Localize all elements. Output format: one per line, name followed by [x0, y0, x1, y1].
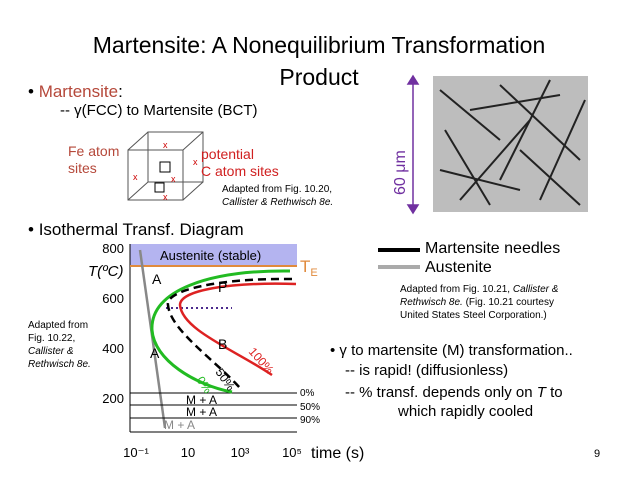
- text: Callister &: [28, 346, 74, 357]
- sub-bullet: -- % transf. depends only on T to: [345, 384, 563, 401]
- text: sites: [68, 160, 97, 176]
- y-tick-label: 800: [102, 241, 124, 256]
- legend-label: Austenite: [425, 259, 492, 276]
- text: Isothermal Transf. Diagram: [38, 220, 244, 239]
- x-label: time (s): [311, 445, 364, 462]
- region-label: A: [150, 345, 160, 361]
- text: Rethwisch 8e.: [400, 297, 463, 308]
- punct: :: [118, 82, 123, 101]
- text: Adapted from Fig. 10.21,: [400, 284, 511, 295]
- text: potential: [201, 146, 254, 162]
- bullet: • Isothermal Transf. Diagram: [28, 220, 244, 239]
- text: Fig. 10.22,: [28, 333, 76, 344]
- text: Adapted from Fig. 10.20,: [222, 184, 333, 195]
- phase-label: M + A: [164, 418, 195, 432]
- text: T: [536, 384, 546, 401]
- y-label: T(ºC): [88, 263, 123, 280]
- text: Rethwisch 8e.: [28, 359, 91, 370]
- credit: Adapted from Fig. 10.22, Callister & Rethwi…: [28, 319, 91, 371]
- text: C atom sites: [201, 163, 279, 179]
- legend-label: Martensite needles: [425, 240, 561, 257]
- scale-bar: [406, 74, 420, 215]
- page-number: 9: [594, 448, 601, 460]
- micrograph: [433, 76, 588, 212]
- te-sub: E: [310, 267, 317, 279]
- x-tick-label: 10⁻¹: [123, 445, 149, 460]
- credit: Adapted from Fig. 10.21, Callister & Reth…: [400, 283, 558, 322]
- fe-label: Fe atom sites: [68, 143, 119, 177]
- bullet: • γ to martensite (M) transformation..: [330, 342, 573, 359]
- scale-label: 60 μm: [392, 150, 409, 195]
- band-label: Austenite (stable): [160, 248, 261, 263]
- region-label: A: [152, 271, 162, 287]
- title: Product: [279, 64, 359, 90]
- region-label: P: [218, 279, 227, 295]
- text: to: [550, 384, 563, 401]
- te-main: T: [300, 257, 310, 276]
- level-label: 0%: [300, 388, 315, 399]
- unit-cell: xx xx x: [127, 131, 204, 202]
- term: Martensite: [38, 82, 119, 101]
- x-tick-label: 10⁵: [282, 445, 302, 460]
- svg-text:x: x: [193, 157, 198, 167]
- title: Martensite: A Nonequilibrium Transformat…: [92, 32, 546, 58]
- region-label: B: [218, 336, 227, 352]
- svg-text:x: x: [133, 172, 138, 182]
- c-label: potential C atom sites: [201, 146, 279, 180]
- level-label: 90%: [300, 415, 320, 426]
- x-tick-label: 10³: [231, 445, 250, 460]
- text: γ to martensite (M) transformation..: [339, 342, 573, 359]
- text: Callister & Rethwisch 8e.: [222, 197, 334, 208]
- svg-text:x: x: [163, 140, 168, 150]
- text: Fe atom: [68, 143, 120, 159]
- bullet: • Martensite:: [28, 82, 123, 101]
- ttt-diagram: [129, 244, 297, 433]
- te-label: TE: [300, 257, 318, 279]
- text: Callister &: [512, 284, 559, 295]
- credit: Adapted from Fig. 10.20, Callister & Reth…: [222, 183, 333, 209]
- y-tick-label: 600: [102, 291, 124, 306]
- text: Adapted from: [28, 320, 89, 331]
- svg-text:x: x: [163, 192, 168, 202]
- y-tick-label: 400: [102, 341, 124, 356]
- sub-bullet: -- γ(FCC) to Martensite (BCT): [60, 102, 258, 119]
- y-tick-label: 200: [102, 391, 124, 406]
- svg-text:x: x: [171, 174, 176, 184]
- sub-bullet: which rapidly cooled: [398, 403, 534, 420]
- phase-label: M + A: [186, 393, 217, 407]
- level-label: 50%: [300, 402, 320, 413]
- text: -- % transf. depends only on: [345, 384, 533, 401]
- text: (Fig. 10.21 courtesy: [465, 297, 554, 308]
- text: United States Steel Corporation.): [400, 310, 547, 321]
- phase-label: M + A: [186, 405, 217, 419]
- sub-bullet: -- is rapid! (diffusionless): [345, 362, 509, 379]
- x-tick-label: 10: [181, 445, 195, 460]
